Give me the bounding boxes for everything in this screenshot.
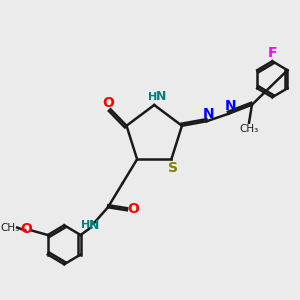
Text: CH₃: CH₃ [239, 124, 259, 134]
Text: O: O [128, 202, 139, 216]
Text: O: O [21, 222, 32, 236]
Text: H: H [81, 220, 90, 230]
Text: F: F [268, 46, 277, 60]
Text: CH₃: CH₃ [0, 223, 20, 232]
Text: S: S [168, 161, 178, 175]
Text: N: N [89, 219, 100, 232]
Text: N: N [155, 90, 166, 103]
Text: N: N [202, 107, 214, 121]
Text: O: O [102, 96, 114, 110]
Text: N: N [224, 99, 236, 113]
Text: H: H [148, 92, 158, 102]
